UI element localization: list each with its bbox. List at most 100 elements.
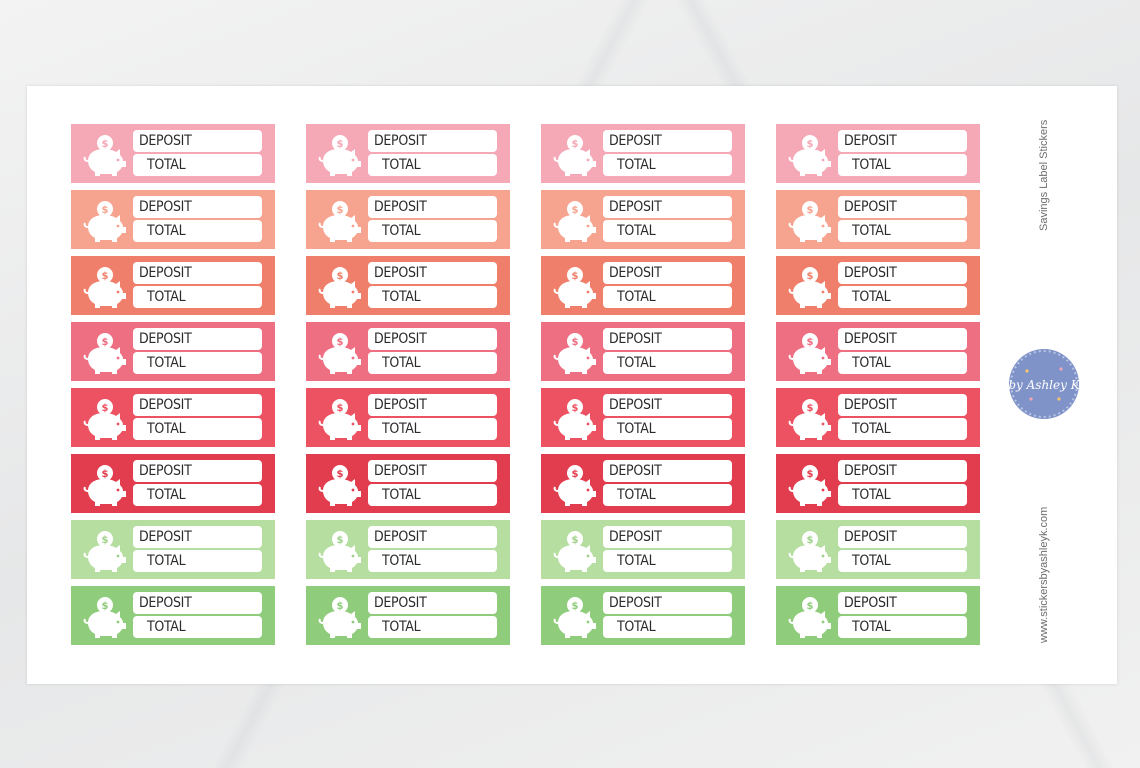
- svg-text:$: $: [807, 535, 814, 546]
- total-field: TOTAL: [368, 616, 497, 638]
- savings-sticker: $ DEPOSIT TOTAL: [776, 124, 980, 183]
- deposit-field: DEPOSIT: [368, 394, 497, 416]
- deposit-field: DEPOSIT: [838, 460, 967, 482]
- total-field: TOTAL: [368, 484, 497, 506]
- total-field: TOTAL: [838, 484, 967, 506]
- deposit-field: DEPOSIT: [368, 592, 497, 614]
- svg-text:$: $: [337, 205, 344, 216]
- savings-sticker: $ DEPOSIT TOTAL: [71, 124, 275, 183]
- total-field: TOTAL: [368, 154, 497, 176]
- svg-text:$: $: [337, 337, 344, 348]
- deposit-field: DEPOSIT: [368, 526, 497, 548]
- svg-text:$: $: [572, 601, 579, 612]
- savings-sticker: $ DEPOSIT TOTAL: [776, 190, 980, 249]
- savings-sticker: $ DEPOSIT TOTAL: [71, 586, 275, 645]
- savings-sticker: $ DEPOSIT TOTAL: [776, 388, 980, 447]
- piggy-bank-coin-icon: $: [83, 267, 126, 308]
- svg-text:$: $: [807, 205, 814, 216]
- total-field: TOTAL: [133, 220, 262, 242]
- total-field: TOTAL: [133, 616, 262, 638]
- total-field: TOTAL: [133, 352, 262, 374]
- svg-text:$: $: [572, 469, 579, 480]
- deposit-field: DEPOSIT: [133, 130, 262, 152]
- savings-sticker: $ DEPOSIT TOTAL: [306, 256, 510, 315]
- piggy-bank-coin-icon: $: [788, 465, 831, 506]
- deposit-field: DEPOSIT: [133, 592, 262, 614]
- svg-text:$: $: [337, 535, 344, 546]
- svg-text:$: $: [572, 205, 579, 216]
- svg-text:$: $: [337, 601, 344, 612]
- piggy-bank-coin-icon: $: [83, 531, 126, 572]
- savings-sticker: $ DEPOSIT TOTAL: [776, 256, 980, 315]
- savings-sticker: $ DEPOSIT TOTAL: [541, 520, 745, 579]
- piggy-bank-coin-icon: $: [318, 399, 361, 440]
- total-field: TOTAL: [133, 154, 262, 176]
- svg-text:$: $: [807, 469, 814, 480]
- savings-sticker: $ DEPOSIT TOTAL: [71, 322, 275, 381]
- deposit-field: DEPOSIT: [133, 328, 262, 350]
- svg-text:$: $: [807, 139, 814, 150]
- piggy-bank-coin-icon: $: [83, 135, 126, 176]
- total-field: TOTAL: [838, 220, 967, 242]
- deposit-field: DEPOSIT: [133, 196, 262, 218]
- sticker-sheet: $ DEPOSIT TOTAL $ DEPOSIT TOTAL $ DEPOSIT T…: [27, 86, 1117, 684]
- svg-text:$: $: [807, 601, 814, 612]
- piggy-bank-coin-icon: $: [553, 399, 596, 440]
- savings-sticker: $ DEPOSIT TOTAL: [776, 322, 980, 381]
- total-field: TOTAL: [368, 220, 497, 242]
- deposit-field: DEPOSIT: [603, 262, 732, 284]
- savings-sticker: $ DEPOSIT TOTAL: [306, 190, 510, 249]
- svg-text:$: $: [337, 139, 344, 150]
- piggy-bank-coin-icon: $: [553, 201, 596, 242]
- total-field: TOTAL: [603, 550, 732, 572]
- savings-sticker: $ DEPOSIT TOTAL: [306, 322, 510, 381]
- total-field: TOTAL: [838, 616, 967, 638]
- piggy-bank-coin-icon: $: [788, 201, 831, 242]
- total-field: TOTAL: [133, 550, 262, 572]
- svg-text:$: $: [807, 271, 814, 282]
- deposit-field: DEPOSIT: [838, 130, 967, 152]
- piggy-bank-coin-icon: $: [553, 267, 596, 308]
- savings-sticker: $ DEPOSIT TOTAL: [776, 586, 980, 645]
- piggy-bank-coin-icon: $: [83, 201, 126, 242]
- deposit-field: DEPOSIT: [368, 196, 497, 218]
- sheet-title: Savings Label Stickers: [1038, 119, 1050, 231]
- svg-text:$: $: [572, 271, 579, 282]
- piggy-bank-coin-icon: $: [788, 267, 831, 308]
- deposit-field: DEPOSIT: [368, 130, 497, 152]
- svg-text:$: $: [102, 205, 109, 216]
- savings-sticker: $ DEPOSIT TOTAL: [541, 586, 745, 645]
- piggy-bank-coin-icon: $: [318, 267, 361, 308]
- piggy-bank-coin-icon: $: [788, 399, 831, 440]
- savings-sticker: $ DEPOSIT TOTAL: [541, 256, 745, 315]
- savings-sticker: $ DEPOSIT TOTAL: [306, 454, 510, 513]
- svg-text:$: $: [807, 337, 814, 348]
- total-field: TOTAL: [603, 154, 732, 176]
- total-field: TOTAL: [603, 352, 732, 374]
- piggy-bank-coin-icon: $: [83, 399, 126, 440]
- svg-text:$: $: [102, 469, 109, 480]
- total-field: TOTAL: [368, 418, 497, 440]
- savings-sticker: $ DEPOSIT TOTAL: [306, 388, 510, 447]
- deposit-field: DEPOSIT: [838, 526, 967, 548]
- savings-sticker: $ DEPOSIT TOTAL: [776, 454, 980, 513]
- svg-text:$: $: [337, 271, 344, 282]
- deposit-field: DEPOSIT: [368, 262, 497, 284]
- total-field: TOTAL: [603, 616, 732, 638]
- piggy-bank-coin-icon: $: [318, 201, 361, 242]
- total-field: TOTAL: [603, 484, 732, 506]
- piggy-bank-coin-icon: $: [318, 465, 361, 506]
- deposit-field: DEPOSIT: [368, 328, 497, 350]
- piggy-bank-coin-icon: $: [788, 597, 831, 638]
- svg-text:$: $: [102, 601, 109, 612]
- deposit-field: DEPOSIT: [603, 196, 732, 218]
- total-field: TOTAL: [368, 352, 497, 374]
- deposit-field: DEPOSIT: [603, 592, 732, 614]
- savings-sticker: $ DEPOSIT TOTAL: [306, 586, 510, 645]
- deposit-field: DEPOSIT: [838, 328, 967, 350]
- deposit-field: DEPOSIT: [133, 526, 262, 548]
- total-field: TOTAL: [603, 418, 732, 440]
- piggy-bank-coin-icon: $: [83, 465, 126, 506]
- svg-text:$: $: [337, 469, 344, 480]
- total-field: TOTAL: [838, 418, 967, 440]
